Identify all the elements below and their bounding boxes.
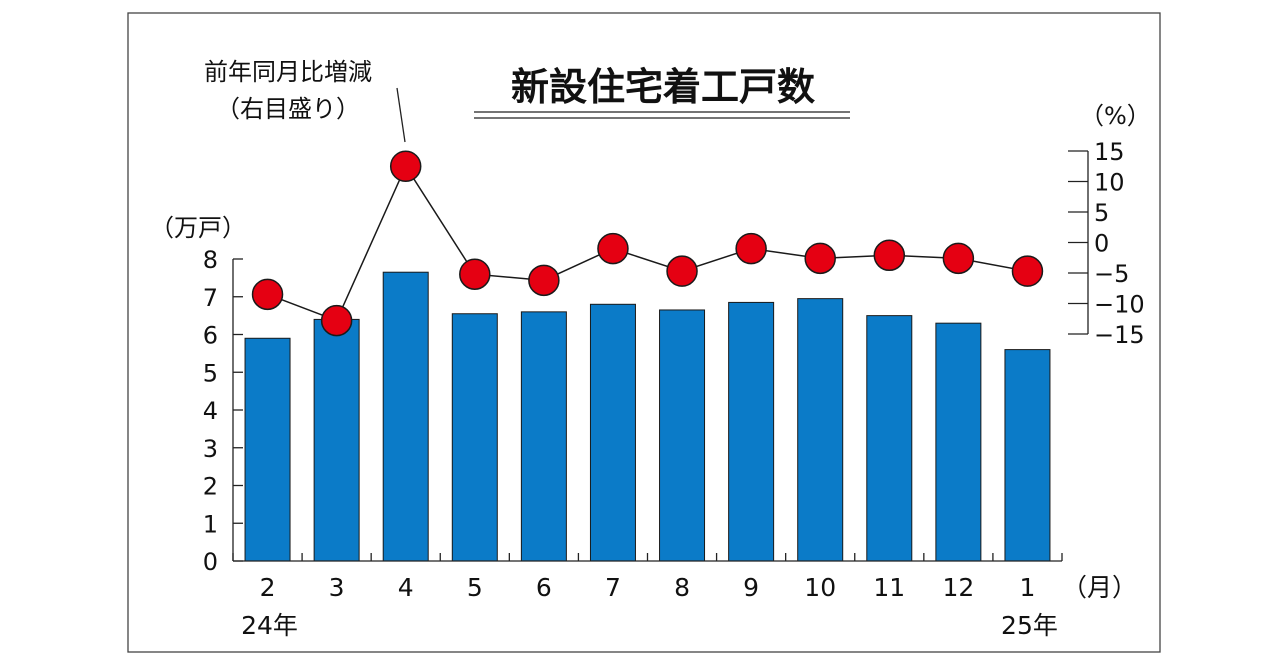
right-tick-label: −15 xyxy=(1094,321,1145,349)
left-tick-label: 1 xyxy=(203,510,218,538)
yoy-point xyxy=(666,255,698,287)
right-axis-unit: （%） xyxy=(1080,102,1151,130)
x-tick-label: 7 xyxy=(605,573,621,602)
bar xyxy=(313,318,360,562)
yoy-point xyxy=(597,232,629,265)
x-tick-label: 6 xyxy=(536,573,552,602)
left-axis-unit: （万戸） xyxy=(150,214,246,242)
yoy-line xyxy=(251,150,1044,337)
x-tick-label: 9 xyxy=(743,573,759,602)
left-tick-label: 5 xyxy=(203,359,218,387)
bar xyxy=(589,303,636,562)
x-tick-label: 3 xyxy=(329,573,345,602)
right-tick-label: −5 xyxy=(1094,260,1129,288)
x-tick-label: 5 xyxy=(467,573,483,602)
left-tick-label: 4 xyxy=(203,397,218,425)
x-tick-label: 8 xyxy=(674,573,690,602)
bar xyxy=(451,313,498,562)
x-tick-label: 2 xyxy=(260,573,276,602)
x-tick-label: 10 xyxy=(804,573,836,602)
left-tick-label: 2 xyxy=(203,473,218,501)
yoy-point xyxy=(389,150,422,182)
chart-frame xyxy=(127,12,1161,653)
bar xyxy=(659,309,706,562)
bar xyxy=(520,311,567,562)
x-tick-label: 4 xyxy=(398,573,414,602)
yoy-point xyxy=(873,239,906,272)
left-tick-label: 6 xyxy=(203,322,218,350)
bar xyxy=(866,315,913,562)
x-tick-label: 12 xyxy=(942,573,974,602)
left-tick-label: 7 xyxy=(203,284,218,312)
right-tick-label: 0 xyxy=(1094,230,1109,258)
year-label: 25年 xyxy=(1001,611,1058,640)
annotation-leader xyxy=(396,87,406,143)
chart-title: 新設住宅着工戸数 xyxy=(511,65,815,109)
bar xyxy=(1004,349,1051,562)
bar xyxy=(382,271,429,562)
x-axis-unit: （月） xyxy=(1062,573,1137,602)
right-tick-label: 10 xyxy=(1094,169,1125,197)
left-tick-label: 0 xyxy=(203,548,218,576)
right-tick-label: 5 xyxy=(1094,199,1109,227)
annotation-line2: （右目盛り） xyxy=(216,95,360,123)
right-tick-label: 15 xyxy=(1094,138,1125,166)
bar xyxy=(244,337,291,562)
right-tick-label: −10 xyxy=(1094,291,1145,319)
annotation-line1: 前年同月比増減 xyxy=(204,58,372,86)
yoy-point xyxy=(735,232,767,265)
left-axis: 0 1 2 3 4 5 6 7 8 xyxy=(203,246,243,576)
yoy-point xyxy=(804,242,836,275)
yoy-point xyxy=(320,304,353,337)
x-tick-label: 1 xyxy=(1020,573,1036,602)
x-axis: 2 3 4 5 6 7 8 9 10 11 12 1 （月） 24年 25年 xyxy=(232,553,1137,640)
x-tick-label: 11 xyxy=(873,573,905,602)
yoy-point xyxy=(942,242,975,275)
right-axis: 15 105 0−5 −10−15 xyxy=(1068,138,1145,349)
yoy-point xyxy=(459,258,491,290)
yoy-point xyxy=(528,264,560,297)
yoy-point xyxy=(251,278,284,311)
bar xyxy=(797,298,844,562)
yoy-point xyxy=(1011,255,1044,287)
left-tick-label: 8 xyxy=(203,246,218,274)
bar xyxy=(935,322,982,562)
bars xyxy=(244,271,1051,562)
year-label: 24年 xyxy=(241,611,298,640)
bar xyxy=(728,301,775,562)
left-tick-label: 3 xyxy=(203,435,218,463)
